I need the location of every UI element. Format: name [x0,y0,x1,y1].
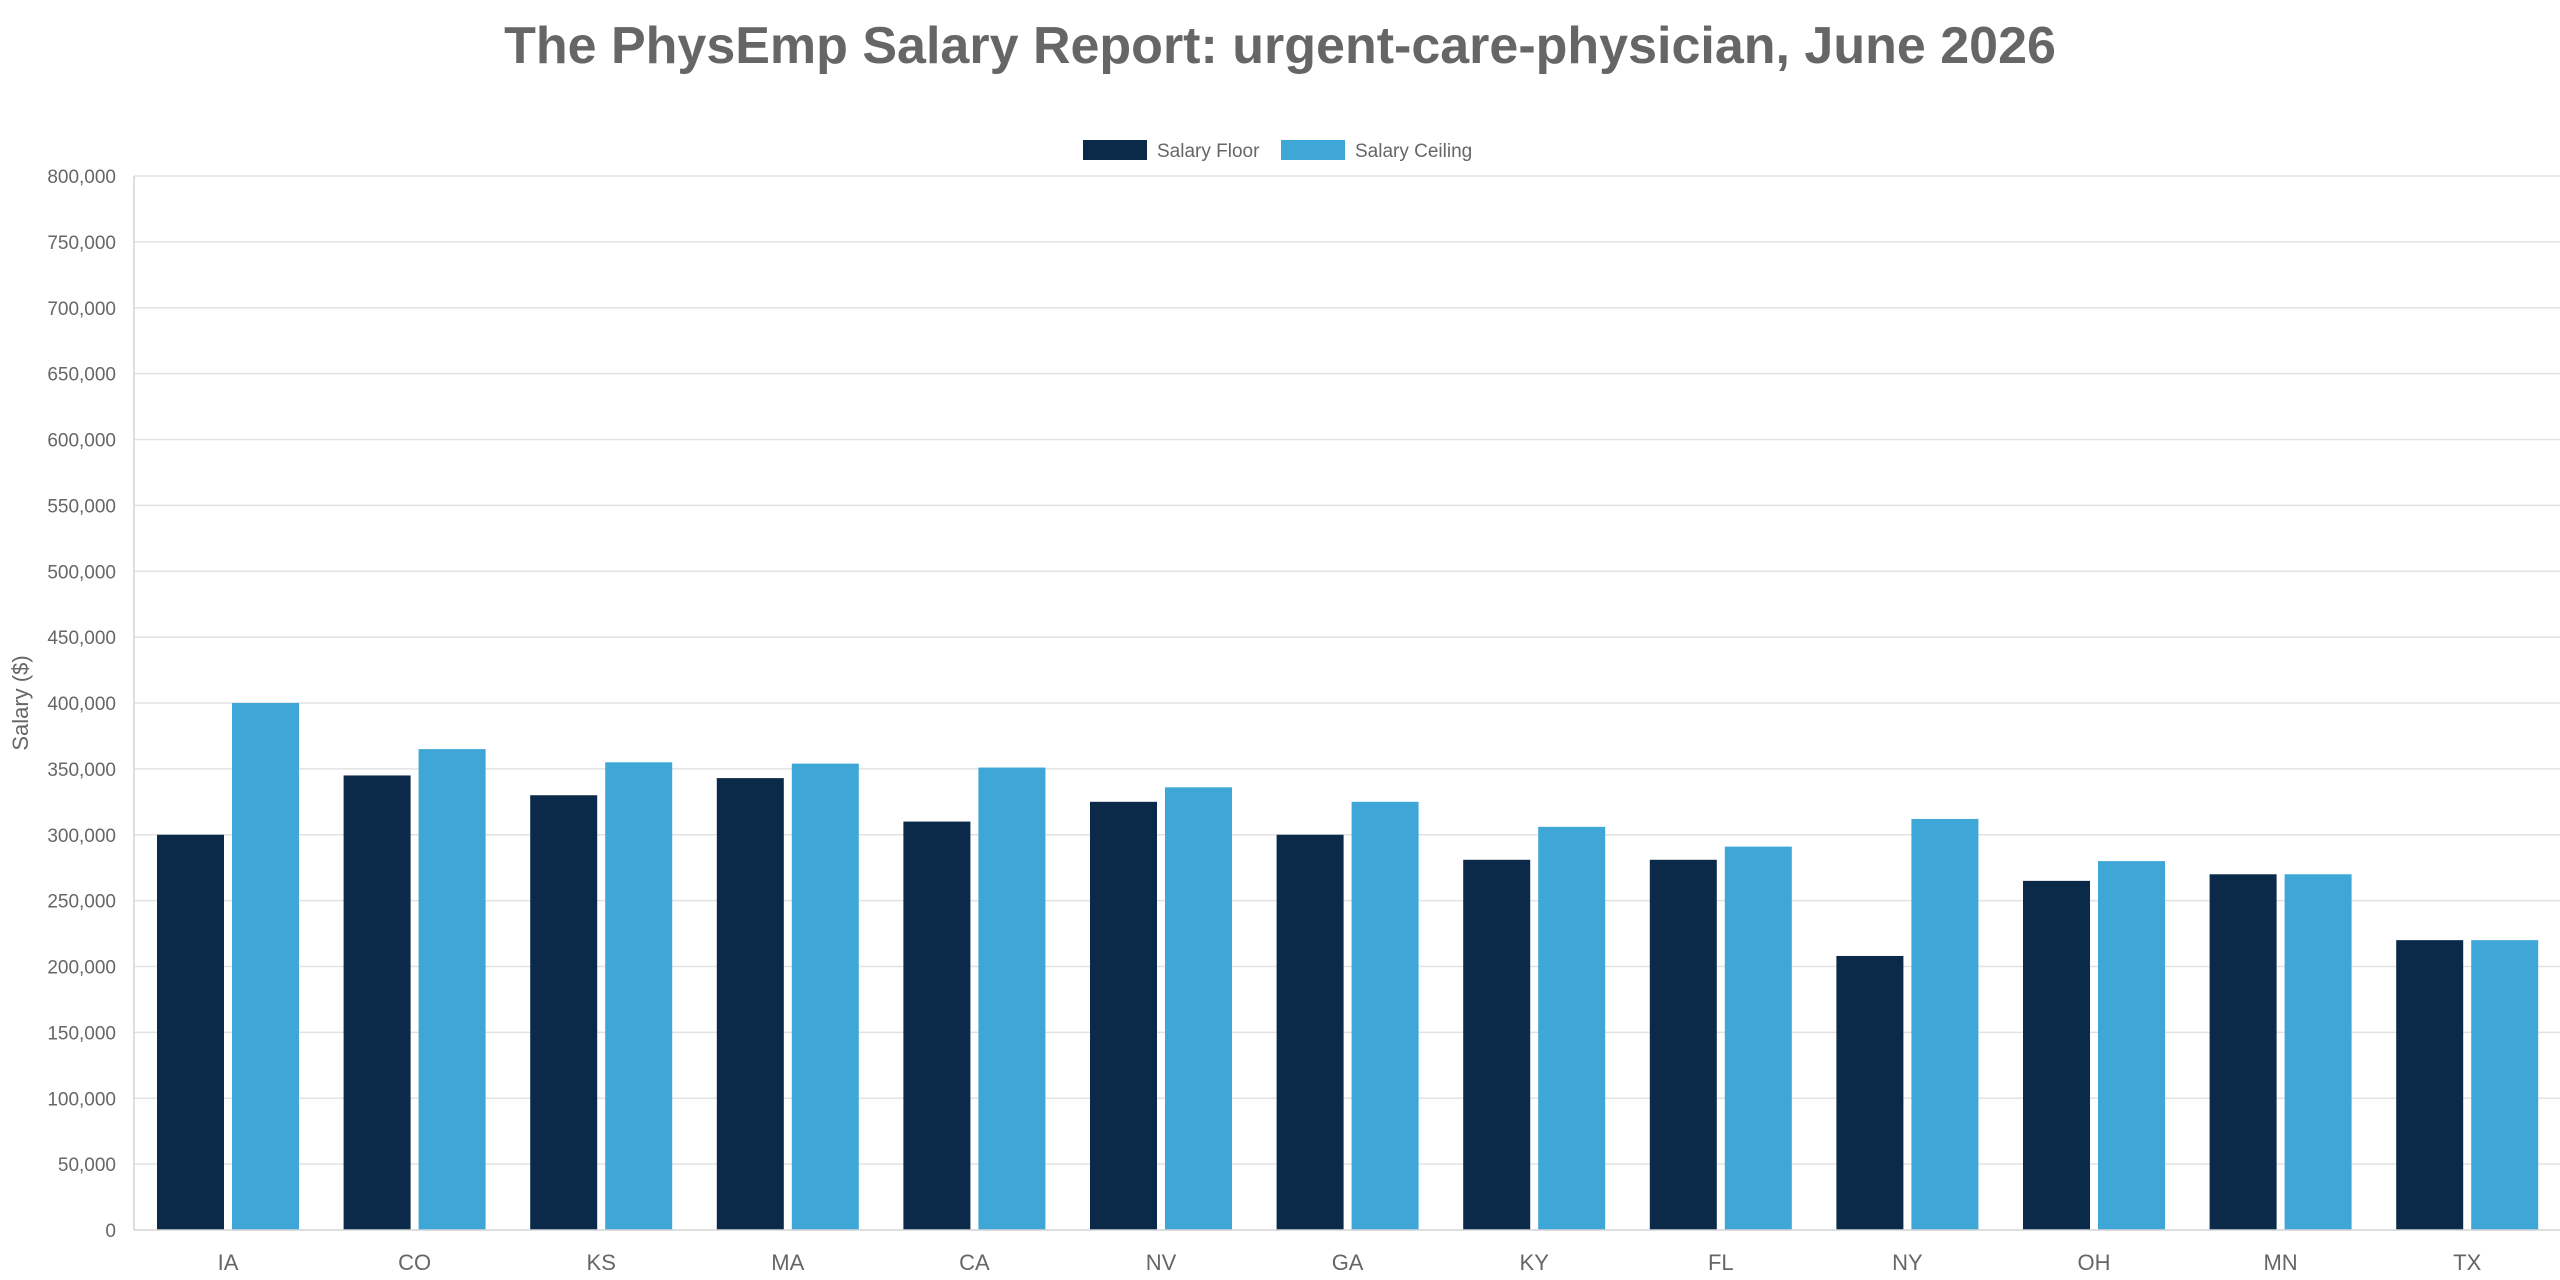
bar-floor-fl [1649,859,1717,1230]
y-tick-label: 800,000 [47,167,116,188]
bar-ceiling-ny [1911,818,1979,1230]
bar-floor-ky [1463,859,1531,1230]
y-tick-label: 50,000 [58,1155,116,1176]
y-tick-label: 200,000 [47,958,116,979]
y-tick-label: 400,000 [47,694,116,715]
y-tick-label: 250,000 [47,892,116,913]
grid-lines [134,175,2560,1165]
y-tick-label: 550,000 [47,496,116,517]
y-tick-label: 500,000 [47,562,116,583]
bar-floor-ia [157,834,224,1230]
bar-ceiling-ky [1538,826,1606,1230]
x-category-label: IA [218,1250,239,1275]
x-category-label: KY [1520,1250,1550,1275]
bar-floor-ks [530,795,598,1230]
chart-legend: Salary Floor Salary Ceiling [1083,140,1472,162]
chart-title: The PhysEmp Salary Report: urgent-care-p… [504,17,2056,75]
bar-floor-mn [2209,874,2277,1230]
y-tick-label: 750,000 [47,233,116,254]
bar-ceiling-oh [2098,861,2165,1230]
bar-floor-co [343,775,411,1230]
legend-swatch-floor [1083,140,1147,160]
bar-ceiling-fl [1724,846,1792,1230]
y-axis-ticks: 0 50,000 100,000 150,000 200,000 250,000 300,0… [47,167,116,1242]
y-tick-label: 600,000 [47,431,116,452]
bar-floor-nv [1090,801,1157,1230]
x-category-label: MN [2263,1250,2297,1275]
bar-floor-ca [903,821,971,1230]
bar-ceiling-co [418,749,486,1230]
y-tick-label: 100,000 [47,1089,116,1110]
bar-ceiling-tx [2471,940,2539,1230]
y-axis-title: Salary ($) [8,655,33,750]
x-category-label: TX [2453,1250,2481,1275]
y-tick-label: 150,000 [47,1023,116,1044]
x-category-label: NY [1892,1250,1923,1275]
legend-swatch-ceiling [1281,140,1345,160]
x-axis-categories: IA CO KS MA CA NV GA KY FL NY OH MN TX [218,1250,2482,1275]
bar-ceiling-mn [2284,874,2352,1230]
y-tick-label: 700,000 [47,299,116,320]
bar-group [157,703,2539,1230]
bar-ceiling-ma [791,763,859,1230]
y-tick-label: 650,000 [47,365,116,386]
x-category-label: CO [398,1250,431,1275]
y-tick-label: 300,000 [47,826,116,847]
bar-ceiling-ga [1351,801,1419,1230]
y-tick-label: 0 [105,1221,116,1242]
bar-ceiling-ks [605,762,673,1230]
x-category-label: NV [1146,1250,1177,1275]
x-category-label: OH [2078,1250,2111,1275]
bar-floor-ma [716,778,784,1230]
y-tick-label: 350,000 [47,760,116,781]
bar-ceiling-nv [1165,787,1232,1230]
legend-label-floor: Salary Floor [1157,141,1260,162]
bar-floor-tx [2396,940,2464,1230]
legend-label-ceiling: Salary Ceiling [1355,141,1472,162]
x-category-label: GA [1332,1250,1364,1275]
axes [133,176,2560,1231]
x-category-label: KS [587,1250,616,1275]
bar-floor-ga [1276,834,1344,1230]
x-category-label: FL [1708,1250,1734,1275]
bar-ceiling-ca [978,767,1046,1230]
bar-floor-oh [2023,880,2090,1230]
x-category-label: CA [959,1250,990,1275]
bar-ceiling-ia [232,703,299,1230]
y-tick-label: 450,000 [47,628,116,649]
bar-floor-ny [1836,955,1904,1230]
x-category-label: MA [771,1250,804,1275]
